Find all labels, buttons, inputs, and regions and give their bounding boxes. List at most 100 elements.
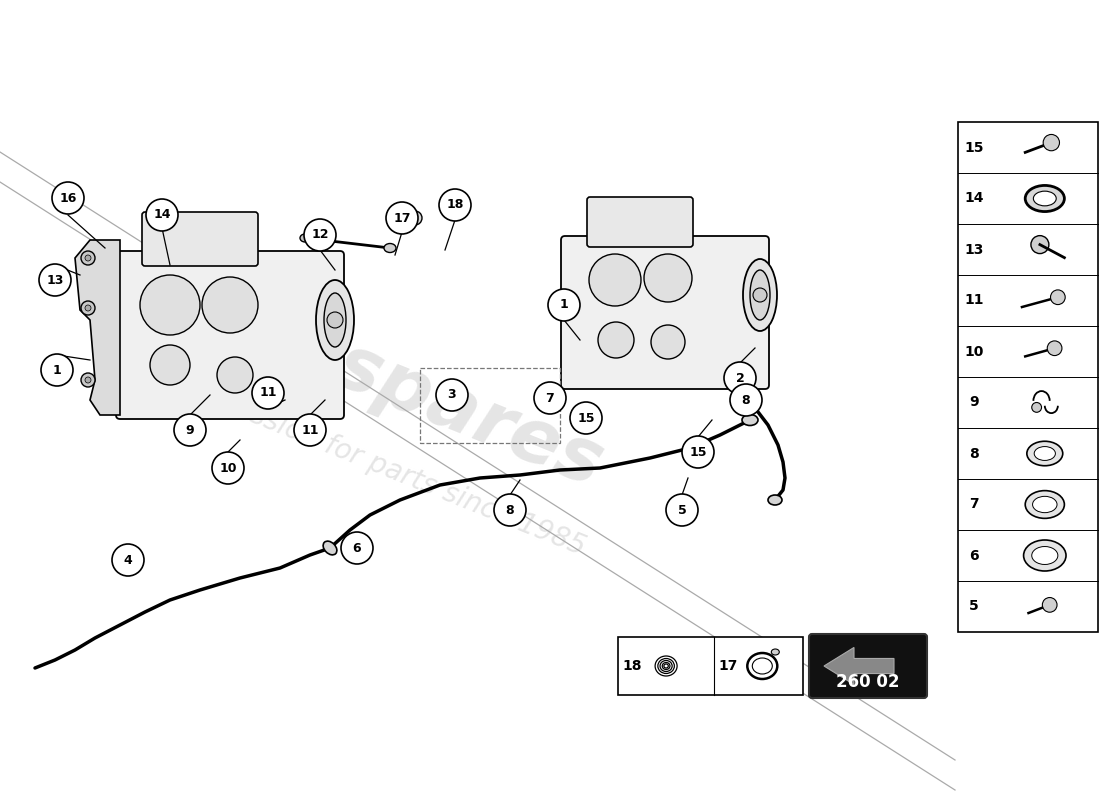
Text: 1: 1: [560, 298, 569, 311]
Circle shape: [174, 414, 206, 446]
Text: 10: 10: [219, 462, 236, 474]
Ellipse shape: [1033, 496, 1057, 513]
Circle shape: [217, 357, 253, 393]
Text: 15: 15: [578, 411, 595, 425]
Text: 18: 18: [623, 659, 641, 673]
Circle shape: [644, 254, 692, 302]
Text: 4: 4: [123, 554, 132, 566]
Text: 11: 11: [301, 423, 319, 437]
Ellipse shape: [1026, 442, 1063, 466]
Ellipse shape: [771, 649, 779, 655]
Text: 9: 9: [969, 395, 979, 410]
Circle shape: [112, 544, 144, 576]
Ellipse shape: [316, 280, 354, 360]
Circle shape: [146, 199, 178, 231]
FancyBboxPatch shape: [116, 251, 344, 419]
Circle shape: [294, 414, 326, 446]
Circle shape: [1050, 290, 1065, 305]
Circle shape: [598, 322, 634, 358]
Circle shape: [85, 305, 91, 311]
Text: a passion for parts since 1985: a passion for parts since 1985: [190, 378, 590, 562]
Text: 14: 14: [153, 209, 170, 222]
Circle shape: [52, 182, 84, 214]
Circle shape: [386, 202, 418, 234]
Text: 6: 6: [353, 542, 361, 554]
FancyBboxPatch shape: [808, 634, 927, 698]
Circle shape: [81, 301, 95, 315]
Ellipse shape: [752, 658, 772, 674]
Bar: [958, 122, 1098, 632]
Circle shape: [212, 452, 244, 484]
Text: 8: 8: [741, 394, 750, 406]
Text: 17: 17: [394, 211, 410, 225]
Ellipse shape: [1032, 546, 1058, 565]
Circle shape: [304, 219, 336, 251]
Circle shape: [408, 211, 422, 225]
Circle shape: [436, 379, 468, 411]
Text: 16: 16: [59, 191, 77, 205]
Text: 13: 13: [965, 242, 983, 257]
Circle shape: [439, 189, 471, 221]
Circle shape: [651, 325, 685, 359]
Circle shape: [39, 264, 72, 296]
Ellipse shape: [742, 414, 758, 426]
FancyBboxPatch shape: [561, 236, 769, 389]
Ellipse shape: [351, 543, 363, 553]
Text: 9: 9: [186, 423, 195, 437]
Text: 13: 13: [46, 274, 64, 286]
Circle shape: [1047, 341, 1062, 355]
Ellipse shape: [1025, 490, 1065, 518]
Circle shape: [754, 288, 767, 302]
Circle shape: [548, 289, 580, 321]
Circle shape: [570, 402, 602, 434]
Circle shape: [449, 199, 463, 213]
Polygon shape: [824, 647, 894, 685]
Circle shape: [588, 254, 641, 306]
Text: 5: 5: [678, 503, 686, 517]
Circle shape: [534, 382, 566, 414]
Text: 18: 18: [447, 198, 464, 211]
Circle shape: [327, 312, 343, 328]
Text: 8: 8: [506, 503, 515, 517]
Ellipse shape: [323, 541, 337, 555]
Ellipse shape: [1034, 446, 1055, 461]
Ellipse shape: [1033, 191, 1056, 206]
Circle shape: [202, 277, 258, 333]
Circle shape: [85, 255, 91, 261]
Text: 2: 2: [736, 371, 745, 385]
Polygon shape: [75, 240, 120, 415]
Circle shape: [682, 436, 714, 468]
Bar: [618, 637, 803, 695]
Text: 11: 11: [260, 386, 277, 399]
Circle shape: [494, 494, 526, 526]
Text: 3: 3: [448, 389, 456, 402]
Circle shape: [1043, 598, 1057, 612]
Circle shape: [81, 373, 95, 387]
Text: 7: 7: [546, 391, 554, 405]
Text: 15: 15: [690, 446, 706, 458]
Text: eurospares: eurospares: [146, 258, 614, 502]
Ellipse shape: [1025, 186, 1065, 211]
Circle shape: [85, 377, 91, 383]
Ellipse shape: [742, 259, 777, 331]
Text: 17: 17: [718, 659, 738, 673]
FancyBboxPatch shape: [142, 212, 258, 266]
Text: 6: 6: [969, 549, 979, 562]
Circle shape: [140, 275, 200, 335]
Text: 7: 7: [969, 498, 979, 511]
Circle shape: [1032, 402, 1042, 412]
Text: 5: 5: [969, 599, 979, 614]
Circle shape: [341, 532, 373, 564]
Ellipse shape: [384, 243, 396, 253]
Ellipse shape: [300, 234, 310, 242]
Text: 11: 11: [965, 294, 983, 307]
Circle shape: [730, 384, 762, 416]
Circle shape: [41, 354, 73, 386]
Text: 15: 15: [965, 141, 983, 154]
Ellipse shape: [1024, 540, 1066, 571]
Circle shape: [1031, 236, 1049, 254]
Circle shape: [1043, 134, 1059, 150]
Text: 14: 14: [965, 191, 983, 206]
Ellipse shape: [750, 270, 770, 320]
Text: 10: 10: [965, 345, 983, 358]
